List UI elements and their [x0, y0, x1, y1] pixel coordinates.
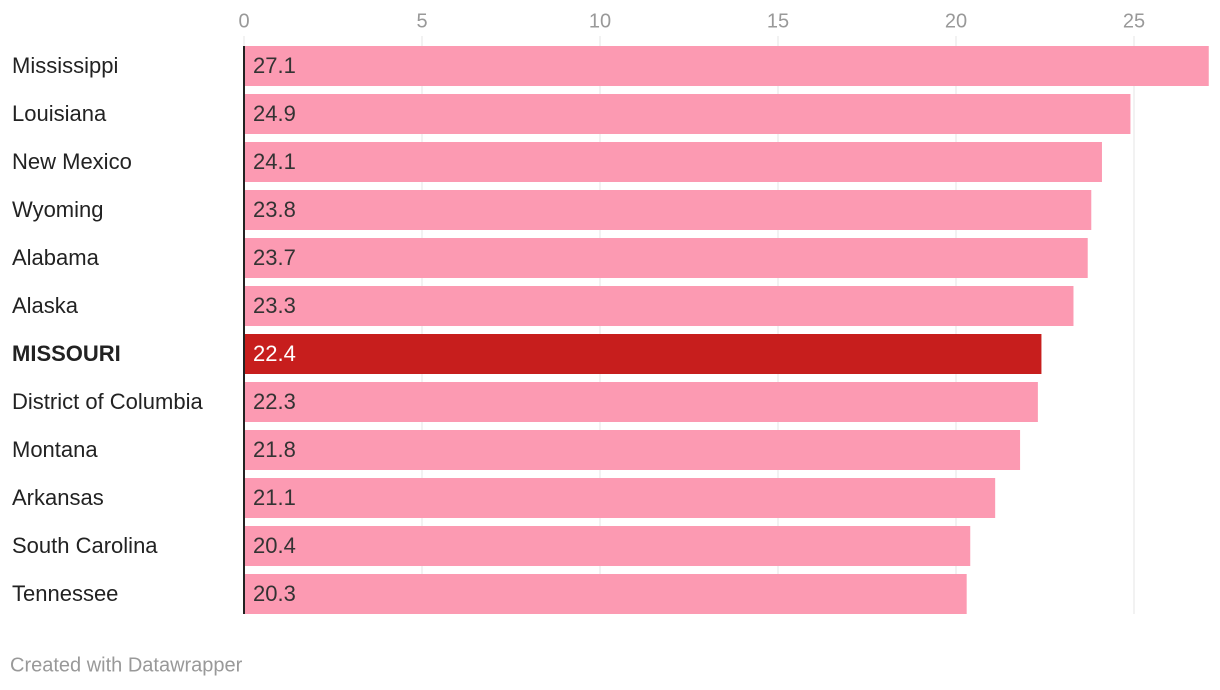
category-label: District of Columbia	[12, 389, 203, 414]
bar	[244, 574, 967, 614]
bar	[244, 478, 996, 518]
value-label: 23.3	[253, 293, 296, 318]
x-tick-label: 5	[416, 10, 427, 32]
category-label: Louisiana	[12, 101, 107, 126]
value-label: 23.7	[253, 245, 296, 270]
value-label: 21.8	[253, 437, 296, 462]
category-label: South Carolina	[12, 533, 158, 558]
bar	[244, 286, 1074, 326]
category-label: Tennessee	[12, 581, 118, 606]
category-label: Alabama	[12, 245, 100, 270]
category-label: New Mexico	[12, 149, 132, 174]
value-label: 20.4	[253, 533, 296, 558]
category-label: Alaska	[12, 293, 79, 318]
value-label: 20.3	[253, 581, 296, 606]
x-tick-label: 0	[238, 10, 249, 32]
bar	[244, 94, 1131, 134]
x-tick-label: 20	[945, 10, 967, 32]
credit: Created with Datawrapper	[10, 654, 243, 676]
bar	[244, 46, 1209, 86]
category-label: Mississippi	[12, 53, 118, 78]
bar	[244, 382, 1038, 422]
bar	[244, 190, 1092, 230]
bar	[244, 430, 1021, 470]
category-label: MISSOURI	[12, 341, 121, 366]
category-label: Wyoming	[12, 197, 104, 222]
value-label: 21.1	[253, 485, 296, 510]
category-label: Arkansas	[12, 485, 104, 510]
value-label: 23.8	[253, 197, 296, 222]
value-label: 24.1	[253, 149, 296, 174]
bar	[244, 238, 1088, 278]
bar	[244, 334, 1042, 374]
value-label: 22.3	[253, 389, 296, 414]
x-tick-label: 15	[767, 10, 789, 32]
bar	[244, 526, 971, 566]
value-label: 22.4	[253, 341, 296, 366]
category-label: Montana	[12, 437, 98, 462]
x-tick-label: 10	[589, 10, 611, 32]
value-label: 27.1	[253, 53, 296, 78]
bar	[244, 142, 1102, 182]
x-tick-label: 25	[1123, 10, 1145, 32]
value-label: 24.9	[253, 101, 296, 126]
